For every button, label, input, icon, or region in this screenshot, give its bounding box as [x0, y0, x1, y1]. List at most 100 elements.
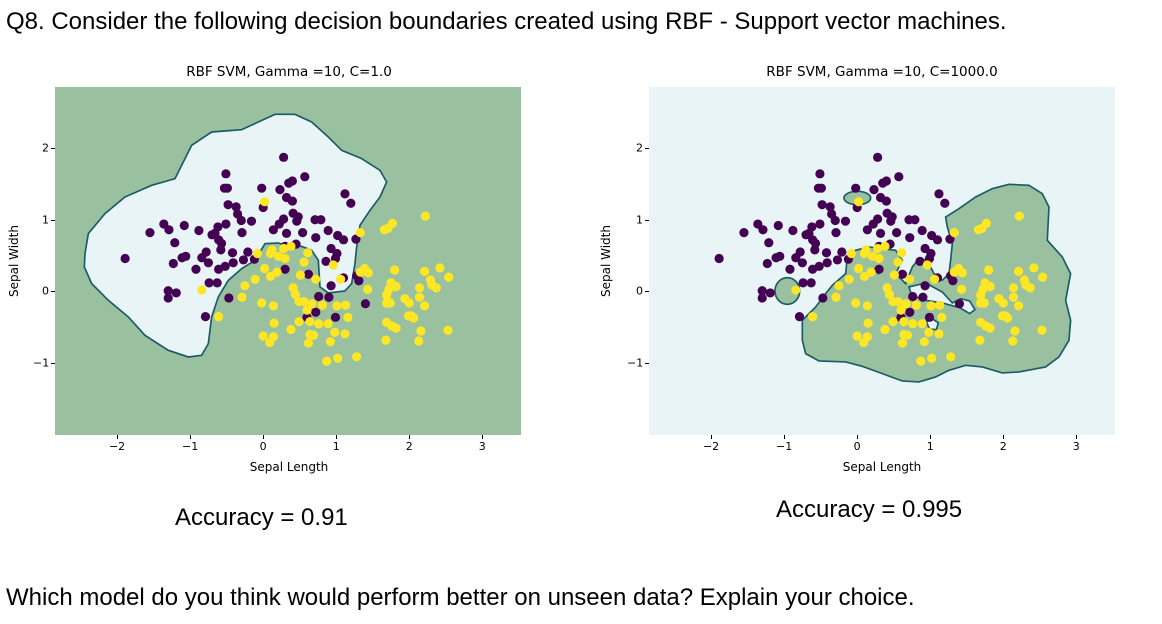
- data-point-class0: [868, 219, 878, 229]
- data-point-class0: [851, 183, 861, 193]
- data-point-class0: [222, 183, 232, 193]
- plot-area: [55, 87, 521, 435]
- data-point-class0: [954, 299, 965, 309]
- chart-title: RBF SVM, Gamma =10, C=1.0: [186, 64, 392, 80]
- data-point-class1: [240, 281, 250, 291]
- data-point-class0: [821, 248, 832, 258]
- data-point-class0: [204, 278, 214, 288]
- data-point-class0: [818, 293, 828, 303]
- data-point-class1: [272, 267, 282, 277]
- data-point-class0: [808, 264, 818, 274]
- x-axis-label: Sepal Length: [842, 460, 922, 474]
- data-point-class0: [203, 258, 213, 268]
- data-point-class0: [303, 269, 314, 279]
- data-point-class0: [360, 299, 371, 309]
- data-point-class1: [905, 274, 915, 284]
- data-point-class1: [333, 353, 343, 363]
- data-point-class1: [908, 319, 918, 329]
- data-point-class0: [739, 228, 749, 238]
- y-tick-label: −1: [33, 356, 50, 370]
- data-point-class1: [873, 243, 883, 254]
- data-point-class1: [414, 336, 424, 346]
- data-point-class0: [917, 225, 927, 236]
- data-point-class0: [794, 312, 805, 322]
- data-point-class1: [260, 263, 270, 274]
- data-point-class0: [257, 183, 267, 193]
- data-point-class0: [875, 228, 886, 238]
- data-point-class0: [775, 251, 785, 261]
- data-point-class0: [238, 255, 249, 265]
- data-point-class0: [346, 198, 356, 208]
- data-point-class0: [163, 293, 173, 303]
- data-point-class0: [894, 172, 904, 182]
- data-point-class1: [854, 263, 864, 274]
- decision-plot: [649, 87, 1115, 435]
- data-point-class0: [924, 312, 935, 322]
- data-point-class1: [214, 312, 224, 322]
- x-tick-mark: [857, 435, 859, 439]
- data-point-class1: [431, 283, 441, 293]
- data-point-class0: [764, 238, 774, 248]
- data-point-class0: [815, 219, 825, 229]
- data-point-class1: [935, 300, 945, 310]
- data-point-class0: [757, 293, 767, 303]
- data-point-class1: [317, 300, 327, 310]
- data-point-class1: [197, 285, 207, 295]
- data-point-class0: [212, 278, 222, 288]
- data-point-class0: [887, 212, 897, 222]
- data-point-class1: [985, 281, 995, 292]
- data-point-class0: [791, 253, 801, 263]
- data-point-class1: [409, 313, 419, 323]
- data-point-class1: [808, 312, 818, 322]
- data-point-class1: [844, 274, 854, 284]
- data-point-class1: [363, 284, 373, 294]
- data-point-class1: [897, 338, 908, 348]
- x-tick-label: 1: [926, 440, 934, 453]
- x-tick-mark: [263, 435, 265, 439]
- y-axis-label: Sepal Width: [599, 225, 613, 297]
- data-point-class0: [797, 258, 807, 268]
- data-point-class1: [926, 301, 936, 311]
- x-tick-label: 0: [853, 440, 861, 453]
- y-tick-label: 1: [636, 213, 643, 227]
- data-point-class1: [355, 228, 365, 238]
- data-point-class1: [303, 338, 314, 348]
- data-point-class1: [866, 267, 876, 277]
- data-point-class1: [919, 337, 929, 347]
- data-point-class1: [391, 323, 401, 333]
- data-point-class1: [258, 331, 268, 341]
- data-point-class0: [918, 292, 928, 302]
- data-point-class0: [171, 288, 181, 298]
- data-point-class1: [976, 298, 986, 308]
- data-point-class1: [419, 266, 430, 277]
- data-point-class0: [163, 286, 173, 296]
- data-point-class1: [899, 317, 909, 327]
- data-point-class0: [207, 230, 217, 240]
- data-point-class0: [714, 253, 724, 264]
- data-point-class1: [237, 292, 247, 302]
- data-point-class1: [998, 298, 1008, 308]
- data-point-class0: [773, 220, 783, 231]
- x-tick-label: −1: [776, 440, 793, 453]
- data-point-class0: [221, 169, 231, 179]
- data-point-class0: [831, 228, 841, 238]
- data-point-class0: [293, 212, 303, 222]
- data-point-class0: [897, 269, 908, 279]
- data-point-class1: [831, 292, 841, 302]
- data-point-class0: [806, 278, 816, 288]
- y-tick-mark: [51, 147, 55, 149]
- data-point-class1: [265, 271, 276, 282]
- data-point-class0: [274, 219, 284, 229]
- data-point-class0: [932, 235, 943, 245]
- data-point-class1: [889, 270, 900, 280]
- data-point-class1: [924, 327, 934, 337]
- data-point-class0: [798, 278, 808, 288]
- data-point-class1: [862, 301, 872, 311]
- data-point-class1: [328, 260, 338, 270]
- data-point-class0: [338, 235, 349, 245]
- data-point-class1: [311, 274, 321, 284]
- data-point-class1: [325, 337, 335, 347]
- data-point-class1: [880, 241, 890, 251]
- data-point-class0: [287, 196, 297, 206]
- data-point-class1: [355, 267, 365, 277]
